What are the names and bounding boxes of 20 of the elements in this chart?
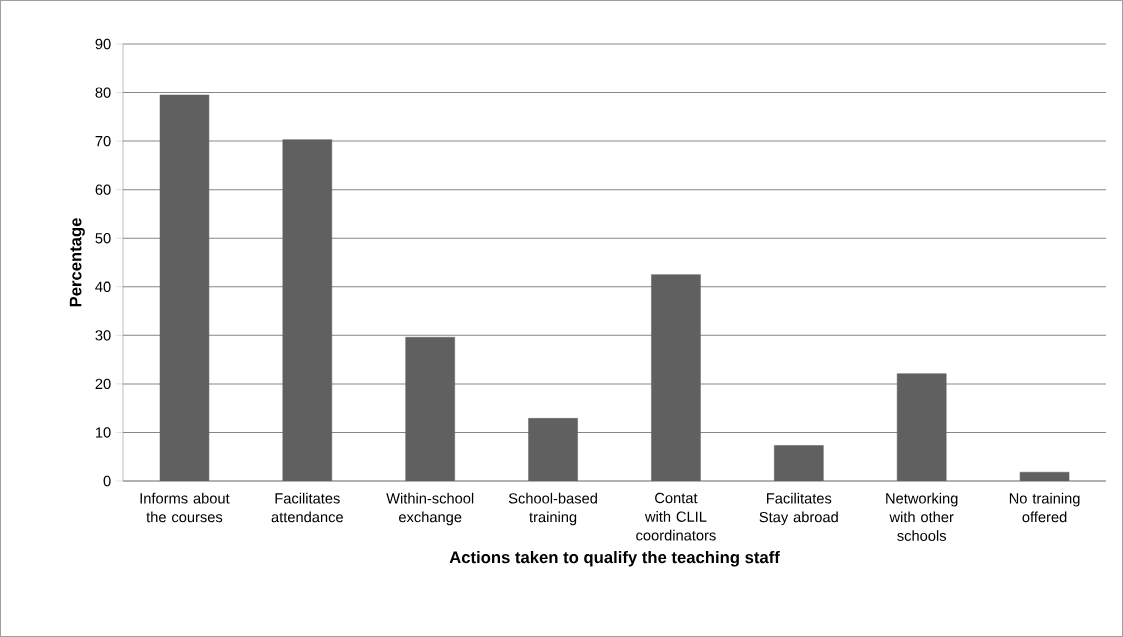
x-tick-label: Within-school exchange — [386, 492, 474, 526]
x-tick-label: Informs about the courses — [140, 492, 230, 523]
y-tick-label: 90 — [95, 38, 111, 50]
x-tick-label: Networking with other schools — [886, 492, 958, 541]
y-tick-label: 40 — [95, 281, 111, 292]
y-tick-label: 60 — [95, 184, 111, 195]
x-tick-label: Contat with CLIL coordinators — [636, 492, 716, 541]
x-tick-label: Facilitates attendance — [271, 492, 343, 523]
y-tick-label: 20 — [95, 378, 111, 390]
x-tick-label: No training offered — [1009, 492, 1080, 523]
x-tick-label: Facilitates Stay abroad — [759, 492, 838, 526]
y-tick-label: 80 — [95, 87, 111, 98]
y-tick-label: 70 — [95, 135, 111, 147]
y-axis-title: Percentage — [69, 218, 85, 307]
y-tick-label: 10 — [95, 427, 111, 438]
y-tick-label: 30 — [95, 330, 111, 341]
x-axis-title: Actions taken to qualify the teaching staff — [449, 550, 780, 567]
y-tick-label: 0 — [103, 475, 111, 487]
y-tick-label: 50 — [95, 233, 111, 244]
x-tick-label: School-based training — [508, 492, 597, 526]
